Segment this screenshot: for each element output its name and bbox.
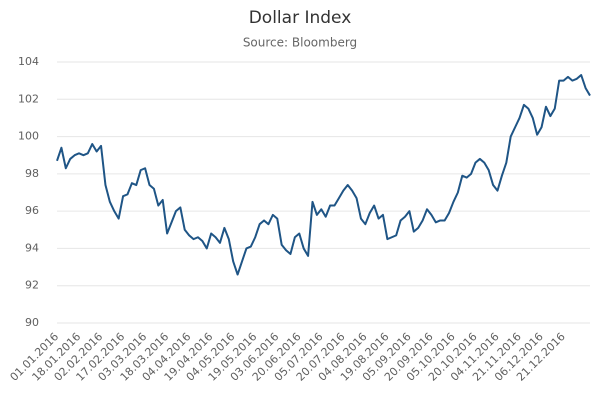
y-tick-label: 104 <box>18 55 39 68</box>
y-tick-label: 94 <box>25 241 39 254</box>
chart-subtitle: Source: Bloomberg <box>243 36 357 50</box>
y-tick-label: 96 <box>25 204 39 217</box>
y-tick-label: 92 <box>25 279 39 292</box>
chart-title: Dollar Index <box>249 8 352 28</box>
data-line <box>56 74 591 276</box>
y-tick-label: 102 <box>18 92 39 105</box>
y-tick-label: 98 <box>25 167 39 180</box>
y-tick-label: 90 <box>25 316 39 329</box>
y-tick-label: 100 <box>18 130 39 143</box>
